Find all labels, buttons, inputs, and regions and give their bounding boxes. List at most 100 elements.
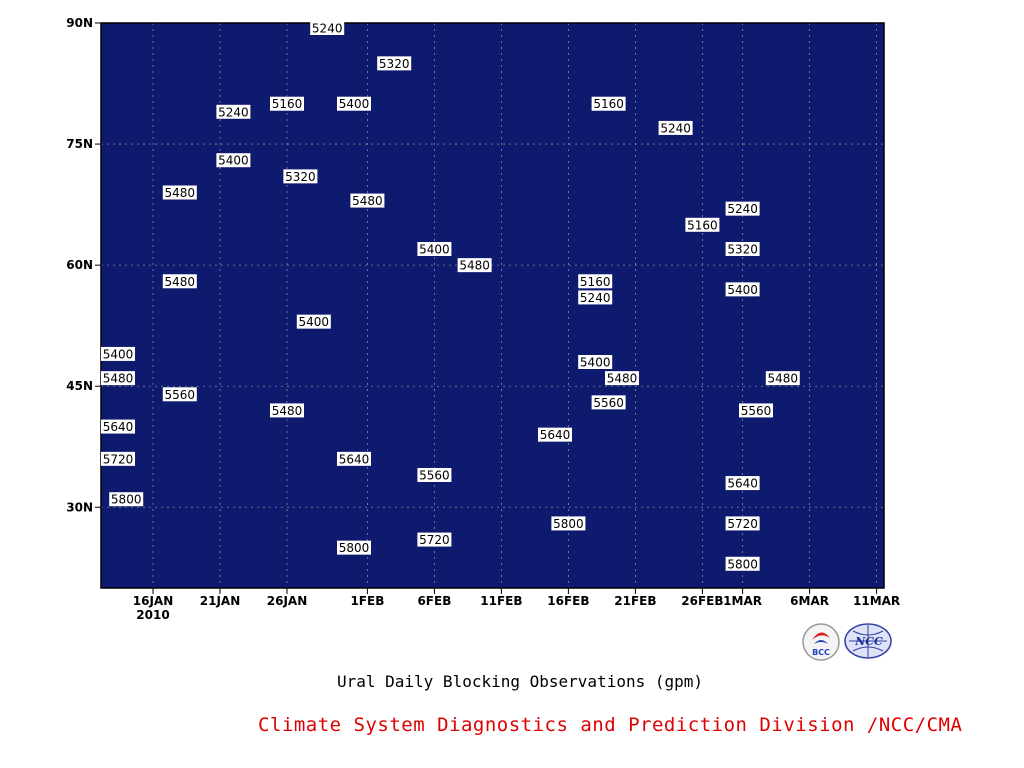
contour-label-bg: [101, 451, 135, 466]
contour-label-text: 5400: [299, 315, 330, 329]
credit-line: Climate System Diagnostics and Predictio…: [258, 714, 963, 736]
y-tick-label: 75N: [66, 137, 93, 151]
contour-label-text: 5160: [593, 97, 624, 111]
contour-label-text: 5640: [103, 420, 134, 434]
contour-label-bg: [101, 346, 135, 361]
contour-label-bg: [162, 185, 197, 200]
contour-label-text: 5480: [103, 372, 134, 386]
contour-label: 5240: [216, 104, 251, 119]
contour-label-text: 5480: [768, 372, 799, 386]
contour-label-bg: [270, 96, 304, 111]
contour-labels: 5240 5320 5240 5160 5400 5160 5240 5400 5320 5480…: [101, 21, 800, 571]
y-tick-label: 90N: [66, 16, 93, 30]
contour-label: 5560: [739, 403, 773, 418]
x-tick-label: 26FEB: [681, 594, 723, 608]
contour-label-text: 5480: [459, 259, 490, 273]
contour-label-bg: [725, 242, 760, 256]
contour-label: 5400: [101, 346, 135, 361]
contour-label: 5560: [417, 468, 452, 483]
contour-label-bg: [101, 419, 135, 434]
contour-label: 5560: [162, 387, 197, 402]
contour-label-text: 5560: [165, 388, 196, 402]
contour-label-text: 5400: [580, 356, 611, 370]
contour-label-bg: [685, 217, 720, 232]
contour-label-bg: [765, 371, 800, 386]
contour-label-bg: [350, 193, 385, 208]
contour-label: 5400: [216, 153, 251, 168]
contour-label: 5720: [725, 516, 760, 531]
contour-label: 5720: [101, 451, 135, 466]
contour-label-bg: [296, 314, 331, 329]
contour-label: 5400: [296, 314, 331, 329]
contour-label-text: 5480: [352, 194, 383, 208]
contour-label-text: 5480: [272, 404, 303, 418]
ncc-logo-text: NCC: [854, 635, 883, 648]
contour-label-bg: [725, 282, 760, 297]
contour-label-text: 5160: [687, 218, 718, 232]
contour-label-text: 5720: [419, 533, 450, 547]
contour-label-text: 5240: [660, 121, 691, 135]
contour-label-bg: [270, 403, 304, 418]
contour-label-bg: [578, 290, 613, 305]
contour-label-text: 5800: [339, 541, 370, 555]
x-tick-label: 16FEB: [547, 594, 589, 608]
x-tick-label: 6FEB: [417, 594, 451, 608]
contour-label: 5640: [101, 419, 135, 434]
contour-label-bg: [591, 96, 626, 111]
contour-label-bg: [725, 516, 760, 531]
contour-label-text: 5480: [165, 275, 196, 289]
y-tick-label: 60N: [66, 258, 93, 272]
contour-label: 5640: [337, 451, 371, 466]
contour-label: 5400: [578, 355, 613, 370]
contour-label-text: 5640: [339, 452, 370, 466]
contour-label-bg: [216, 153, 251, 168]
contour-label: 5320: [725, 242, 760, 257]
contour-label: 5640: [538, 427, 572, 442]
contour-label: 5320: [377, 56, 412, 71]
contour-label: 5240: [725, 201, 760, 216]
contour-label: 5800: [725, 556, 760, 571]
contour-label-text: 5480: [165, 186, 196, 200]
contour-label: 5480: [162, 274, 197, 289]
contour-label-bg: [725, 476, 760, 491]
contour-label-text: 5720: [727, 517, 758, 531]
contour-label: 5480: [605, 371, 639, 386]
contour-label-text: 5320: [285, 170, 316, 184]
contour-label-bg: [417, 532, 452, 547]
contour-label: 5160: [591, 96, 626, 111]
x-tick-sublabel: 2010: [136, 608, 169, 622]
contour-label-bg: [216, 104, 251, 119]
contour-label: 5160: [578, 274, 613, 289]
plot-frame: [100, 22, 885, 589]
contour-label-bg: [283, 169, 318, 184]
contour-label-text: 5240: [312, 22, 343, 36]
contour-label: 5800: [337, 540, 371, 555]
contour-label-bg: [337, 96, 371, 111]
contour-label-text: 5800: [727, 557, 758, 571]
contour-label: 5240: [658, 120, 693, 135]
contour-label: 5400: [417, 242, 452, 257]
contour-label-bg: [658, 120, 693, 135]
contour-label-text: 5480: [607, 372, 638, 386]
contour-label-bg: [538, 427, 572, 442]
contour-label-bg: [725, 556, 760, 571]
contour-label-text: 5240: [218, 105, 249, 119]
contour-label-bg: [310, 21, 345, 35]
contour-label-text: 5560: [741, 404, 772, 418]
chart-caption: Ural Daily Blocking Observations (gpm): [336, 672, 704, 691]
contour-label-text: 5560: [593, 396, 624, 410]
contour-label: 5800: [551, 516, 586, 531]
contour-label-text: 5320: [727, 243, 758, 257]
bcc-logo: BCC: [802, 623, 840, 661]
contour-label-bg: [578, 274, 613, 289]
x-tick-label: 21FEB: [614, 594, 656, 608]
contour-label: 5400: [725, 282, 760, 297]
contour-label-bg: [578, 355, 613, 369]
contour-label-text: 5240: [727, 202, 758, 216]
bcc-logo-text: BCC: [812, 648, 830, 657]
contour-label-text: 5400: [103, 347, 134, 361]
contour-label-text: 5160: [272, 97, 303, 111]
x-tick-label: 16JAN: [133, 594, 174, 608]
contour-label-bg: [162, 274, 197, 289]
